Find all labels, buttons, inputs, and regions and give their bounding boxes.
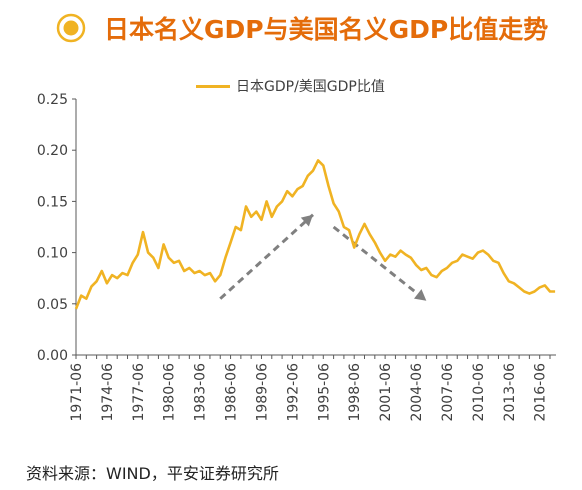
trend-annotations	[219, 213, 428, 302]
y-tick-label: 0.25	[37, 92, 68, 108]
x-tick-label: 1998-06	[347, 363, 363, 422]
x-tick-label: 2016-06	[533, 363, 549, 422]
trend-arrow-head	[300, 214, 313, 227]
x-tick-label: 1995-06	[316, 363, 332, 422]
x-tick-label: 1971-06	[69, 363, 85, 422]
series-line	[74, 159, 556, 310]
x-tick-label: 1983-06	[193, 363, 209, 422]
chart-title: 日本名义GDP与美国名义GDP比值走势	[104, 15, 549, 44]
x-tick-label: 1980-06	[162, 363, 178, 422]
y-tick-label: 0.10	[37, 246, 68, 262]
x-tick-label: 2007-06	[440, 363, 456, 422]
x-tick-label: 1992-06	[285, 363, 301, 422]
x-tick-label: 2010-06	[471, 363, 487, 422]
trend-arrow-line	[219, 213, 315, 300]
source-note: 资料来源：WIND，平安证券研究所	[26, 464, 279, 483]
x-tick-label: 1977-06	[131, 363, 147, 422]
x-tick-label: 2004-06	[409, 363, 425, 422]
y-tick-label: 0.15	[37, 194, 68, 210]
chart-axes: 0.00 0.05 0.10 0.15 0.20 0.25 1971-06 1974-06 19…	[37, 92, 556, 422]
x-tick-label: 2001-06	[378, 363, 394, 422]
chart-plot-area	[74, 159, 556, 310]
trend-arrow-head	[413, 289, 427, 301]
target-circle-icon	[56, 13, 86, 43]
x-tick-label: 1974-06	[100, 363, 116, 422]
y-tick-label: 0.05	[37, 297, 68, 313]
x-tick-label: 1986-06	[224, 363, 240, 422]
trend-arrow-line	[332, 225, 428, 302]
x-tick-label: 1989-06	[254, 363, 270, 422]
legend-label: 日本GDP/美国GDP比值	[236, 79, 385, 95]
legend-swatch	[196, 84, 230, 88]
x-tick-label: 2013-06	[502, 363, 518, 422]
y-tick-label: 0.20	[37, 143, 68, 159]
legend: 日本GDP/美国GDP比值	[196, 76, 385, 96]
y-tick-label: 0.00	[37, 348, 68, 364]
